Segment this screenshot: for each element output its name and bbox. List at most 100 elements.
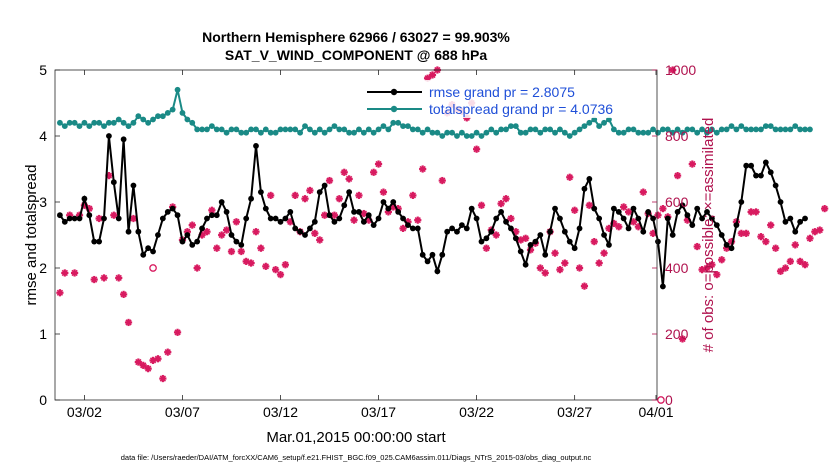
obs-assimilated-marker-d2 — [399, 225, 407, 232]
rmse-series-point — [615, 209, 622, 215]
rmse-series-point — [135, 228, 142, 235]
obs-assimilated-marker — [61, 269, 69, 277]
obs-assimilated-marker-d2 — [566, 174, 573, 181]
obs-assimilated-marker-d2 — [591, 238, 598, 245]
x-axis-label: Mar.01,2015 00:00:00 start — [266, 429, 446, 446]
obs-possible-marker — [657, 396, 665, 404]
obs-assimilated-marker — [355, 191, 363, 199]
obs-assimilated-marker — [580, 282, 589, 290]
obs-assimilated-marker-d2 — [507, 215, 515, 222]
rmse-series-point — [204, 215, 210, 222]
obs-assimilated-marker-d2 — [95, 215, 103, 222]
rmse-series-point — [101, 215, 107, 222]
obs-assimilated-marker-d2 — [581, 282, 588, 290]
rmse-series-point — [150, 248, 156, 255]
totalspread-series-point — [493, 129, 500, 136]
rmse-series-point — [444, 228, 451, 235]
totalspread-series-point — [458, 129, 465, 136]
obs-assimilated-marker-d2 — [713, 271, 720, 278]
obs-assimilated-marker — [213, 244, 221, 252]
rmse-series-point — [664, 215, 671, 222]
totalspread-series-point — [346, 129, 353, 136]
totalspread-series-point — [498, 126, 505, 133]
rmse-series-point — [86, 212, 93, 219]
rmse-series-point — [218, 199, 225, 205]
totalspread-series-point — [571, 129, 578, 136]
totalspread-series-point — [120, 119, 127, 126]
rmse-series-point — [282, 215, 289, 222]
rmse-series-point — [679, 202, 686, 209]
totalspread-series-point — [189, 119, 196, 126]
rmse-series-point — [645, 209, 652, 215]
totalspread-series-point — [610, 126, 617, 133]
totalspread-series-point — [758, 126, 764, 133]
obs-assimilated-marker-d2 — [350, 216, 358, 224]
rmse-series-point — [542, 251, 549, 258]
rmse-series-point — [527, 242, 534, 248]
rmse-series-point — [566, 238, 573, 245]
obs-assimilated-marker-d2 — [595, 259, 603, 267]
obs-assimilated-marker-d2 — [801, 261, 809, 268]
obs-assimilated-marker-d2 — [679, 335, 686, 343]
rmse-series-point — [81, 195, 88, 202]
obs-assimilated-marker-d2 — [336, 195, 343, 202]
totalspread-series-point — [601, 119, 607, 126]
obs-assimilated-marker-d2 — [674, 172, 681, 179]
x-axis: 03/02 03/07 03/12 03/17 03/22 03/27 04/01 — [67, 70, 674, 420]
totalspread-series-point — [512, 123, 519, 129]
totalspread-series-point — [169, 106, 176, 113]
rmse-series-point — [669, 232, 676, 238]
obs-assimilated-marker — [595, 259, 603, 267]
totalspread-series-point — [606, 116, 612, 123]
totalspread-series-point — [620, 129, 627, 136]
rmse-series-point — [655, 238, 661, 245]
x-tick-label: 03/27 — [557, 404, 592, 420]
obs-assimilated-marker — [796, 257, 804, 265]
obs-assimilated-marker-d2 — [483, 245, 490, 252]
obs-assimilated-marker — [566, 173, 574, 181]
obs-assimilated-marker — [374, 160, 383, 168]
totalspread-series-point — [625, 126, 632, 133]
totalspread-series-point — [444, 129, 451, 136]
totalspread-series-point — [115, 116, 122, 123]
y-axis-right: 0 200 400 600 800 1000 — [652, 62, 696, 408]
rmse-series-point — [498, 209, 505, 215]
totalspread-series-point — [71, 119, 78, 126]
obs-assimilated-marker — [639, 188, 647, 196]
obs-assimilated-marker — [791, 241, 799, 249]
rmse-series-point — [91, 238, 98, 245]
obs-assimilated-marker-d2 — [61, 269, 68, 277]
rmse-series-point — [762, 159, 769, 166]
rmse-series-point — [257, 189, 264, 196]
totalspread-series-point — [218, 126, 225, 133]
totalspread-series-point — [454, 133, 460, 139]
totalspread-series-point — [243, 129, 250, 136]
obs-assimilated-marker-d2 — [576, 264, 583, 272]
totalspread-series-point — [419, 129, 426, 136]
rmse-series-point — [390, 199, 397, 205]
legend: rmse grand pr = 2.8075 totalspread grand… — [361, 80, 651, 118]
totalspread-series-point — [767, 123, 774, 129]
totalspread-series-point — [91, 119, 98, 126]
totalspread-series-point — [96, 119, 103, 126]
obs-assimilated-marker-d2 — [174, 329, 181, 336]
obs-assimilated-marker — [502, 195, 510, 203]
rmse-series-point — [395, 209, 402, 215]
obs-assimilated-marker — [624, 208, 633, 216]
rmse-series-point — [606, 242, 612, 248]
obs-assimilated-marker — [154, 355, 162, 363]
obs-assimilated-marker-d2 — [757, 233, 765, 240]
totalspread-series-point — [223, 129, 230, 136]
rmse-series-point — [723, 242, 730, 248]
rmse-series-point — [434, 268, 441, 275]
obs-assimilated-marker-d2 — [669, 66, 676, 74]
obs-assimilated-marker — [688, 160, 696, 168]
totalspread-series-point — [233, 126, 240, 133]
rmse-series-point — [748, 162, 755, 169]
obs-assimilated-marker-d2 — [640, 188, 647, 196]
obs-assimilated-marker-d2 — [772, 245, 779, 252]
obs-assimilated-marker — [237, 247, 245, 256]
rmse-series-point — [767, 169, 774, 176]
totalspread-series-point — [238, 129, 245, 136]
totalspread-series-point — [689, 126, 696, 133]
